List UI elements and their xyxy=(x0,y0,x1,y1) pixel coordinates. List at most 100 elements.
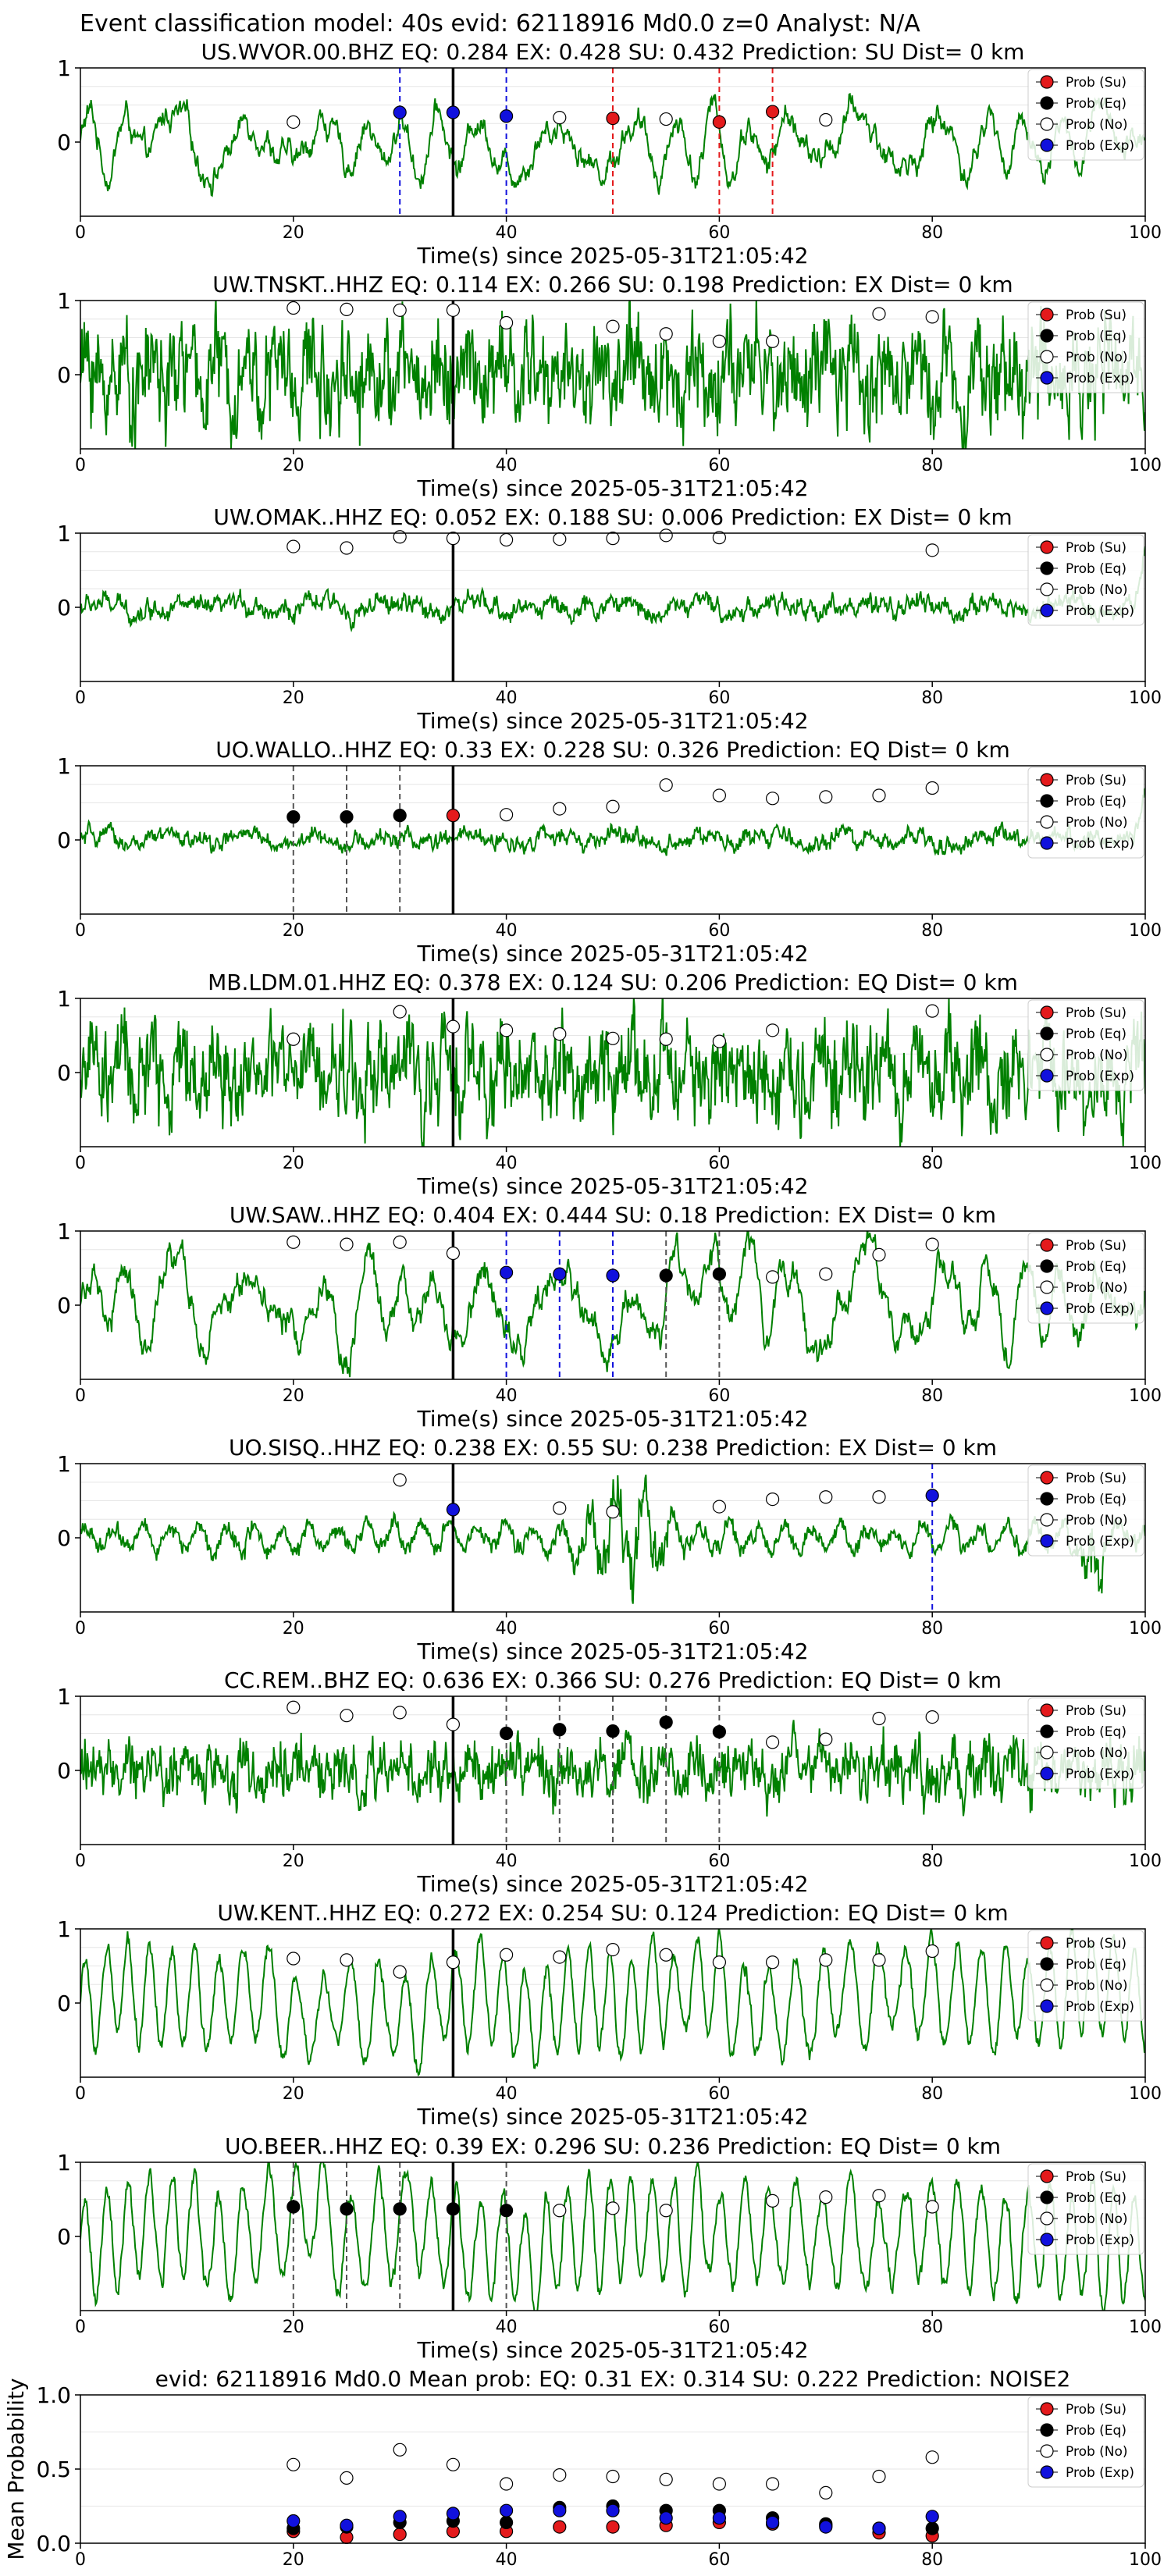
panel-10-ytick-label-0: 0 xyxy=(57,2224,71,2250)
panel-2-title: UW.TNSKT..HHZ EQ: 0.114 EX: 0.266 SU: 0.… xyxy=(212,272,1013,297)
panel-10-prob-point-8 xyxy=(765,2194,780,2208)
panel-3-legend-marker-no xyxy=(1040,582,1054,596)
panel-2-prob-point-9 xyxy=(872,307,886,321)
panel-9-prob-point-9 xyxy=(765,1955,780,1969)
panel-11-mean-point-no-12 xyxy=(925,2450,939,2464)
panel-3-legend-label-exp: Prob (Exp) xyxy=(1066,603,1134,619)
panel-1-title: US.WVOR.00.BHZ EQ: 0.284 EX: 0.428 SU: 0… xyxy=(201,39,1025,65)
panel-4-xtick-label-5: 100 xyxy=(1129,921,1162,941)
panel-7-legend-label-no: Prob (No) xyxy=(1066,1513,1128,1528)
panel-9-xtick-label-3: 60 xyxy=(708,2084,730,2104)
panel-6-prob-point-7 xyxy=(659,1268,673,1283)
panel-4-waveform xyxy=(80,788,1145,856)
panel-1-legend-box xyxy=(1027,69,1144,161)
panel-3-prob-point-5 xyxy=(553,532,567,546)
panel-7-prob-point-2 xyxy=(553,1501,567,1515)
panel-11-mean-point-su-5 xyxy=(553,2520,567,2534)
panel-4-xtick-label-3: 60 xyxy=(708,921,730,941)
panel-8-prob-point-5 xyxy=(553,1723,567,1737)
panel-3-frame xyxy=(80,532,1146,682)
panel-7-ytick-label-1: 1 xyxy=(57,1451,71,1477)
panel-8-waveform xyxy=(80,1720,1145,1817)
panel-7-legend-marker-eq xyxy=(1040,1492,1054,1506)
panel-11-mean-point-su-2 xyxy=(393,2528,407,2542)
panel-11-mean-point-exp-6 xyxy=(606,2503,620,2517)
panel-11-xtick-label-2: 40 xyxy=(496,2550,518,2570)
panel-3-legend-marker-eq xyxy=(1040,561,1054,575)
panel-6: UW.SAW..HHZ EQ: 0.404 EX: 0.444 SU: 0.18… xyxy=(57,1202,1162,1432)
panel-4: UO.WALLO..HHZ EQ: 0.33 EX: 0.228 SU: 0.3… xyxy=(57,737,1162,966)
panel-1-prob-point-0 xyxy=(287,115,301,129)
panel-5-ytick-label-0: 0 xyxy=(57,1060,71,1086)
panel-6-prob-point-6 xyxy=(606,1268,620,1283)
panel-11-mean-point-no-0 xyxy=(287,2457,301,2471)
panel-2-legend-label-eq: Prob (Eq) xyxy=(1066,329,1127,344)
panel-7-prob-point-6 xyxy=(819,1490,833,1504)
panel-1-ytick-label-1: 1 xyxy=(57,55,71,81)
panel-9-prob-point-12 xyxy=(925,1944,939,1959)
panel-10-prob-point-1 xyxy=(340,2202,354,2216)
panel-2-prob-point-5 xyxy=(606,319,620,333)
panel-4-prob-point-7 xyxy=(659,778,673,792)
panel-6-xtick-label-1: 20 xyxy=(283,1386,304,1406)
panel-2-xtick-label-3: 60 xyxy=(708,456,730,475)
panel-9-legend-label-su: Prob (Su) xyxy=(1066,1936,1127,1952)
panel-7-waveform xyxy=(80,1475,1145,1604)
panel-10-legend-marker-eq xyxy=(1040,2190,1054,2204)
panel-11-legend-box xyxy=(1027,2396,1144,2488)
panel-10-prob-point-4 xyxy=(499,2204,514,2218)
panel-6-prob-point-1 xyxy=(340,1237,354,1251)
panel-5-legend-marker-su xyxy=(1040,1005,1054,1019)
panel-3-legend-label-su: Prob (Su) xyxy=(1066,540,1127,556)
panel-8: CC.REM..BHZ EQ: 0.636 EX: 0.366 SU: 0.27… xyxy=(57,1667,1162,1897)
panel-5-prob-point-6 xyxy=(659,1032,673,1046)
panel-8-xtick-label-0: 0 xyxy=(75,1852,86,1871)
panel-11-mean-point-exp-7 xyxy=(659,2511,673,2525)
panel-7: UO.SISQ..HHZ EQ: 0.238 EX: 0.55 SU: 0.23… xyxy=(57,1435,1162,1664)
panel-10-legend-box xyxy=(1027,2163,1144,2255)
panel-10-title: UO.BEER..HHZ EQ: 0.39 EX: 0.296 SU: 0.23… xyxy=(225,2133,1001,2159)
panel-3-title: UW.OMAK..HHZ EQ: 0.052 EX: 0.188 SU: 0.0… xyxy=(213,504,1012,530)
panel-1-legend-marker-su xyxy=(1040,75,1054,89)
panel-2-legend-label-su: Prob (Su) xyxy=(1066,308,1127,323)
panel-4-legend-label-no: Prob (No) xyxy=(1066,815,1128,831)
panel-4-legend-label-exp: Prob (Exp) xyxy=(1066,836,1134,852)
panel-11-mean-point-no-1 xyxy=(340,2471,354,2485)
panel-2-xtick-label-1: 20 xyxy=(283,456,304,475)
panel-2-legend-marker-no xyxy=(1040,350,1054,364)
panel-2-prob-point-4 xyxy=(499,315,514,330)
panel-10-legend-label-exp: Prob (Exp) xyxy=(1066,2233,1134,2248)
panel-2-legend-label-no: Prob (No) xyxy=(1066,350,1128,365)
panel-8-prob-point-11 xyxy=(872,1711,886,1726)
panel-8-xtick-label-4: 80 xyxy=(921,1852,943,1871)
panel-5-title: MB.LDM.01.HHZ EQ: 0.378 EX: 0.124 SU: 0.… xyxy=(208,970,1018,995)
panel-2-prob-point-1 xyxy=(340,302,354,316)
panel-5-xtick-label-0: 0 xyxy=(75,1154,86,1173)
panel-8-legend-label-no: Prob (No) xyxy=(1066,1745,1128,1761)
panel-11-mean-point-no-6 xyxy=(606,2469,620,2484)
panel-11-mean-point-no-10 xyxy=(819,2485,833,2500)
panel-6-legend-label-no: Prob (No) xyxy=(1066,1280,1128,1296)
panel-11-legend-marker-exp xyxy=(1040,2465,1054,2479)
panel-10-frame xyxy=(80,2161,1146,2311)
panel-6-prob-point-5 xyxy=(553,1267,567,1281)
panel-5-prob-point-9 xyxy=(925,1004,939,1018)
panel-2-legend-marker-eq xyxy=(1040,329,1054,343)
panel-10-legend-marker-su xyxy=(1040,2169,1054,2183)
panel-2-xtick-label-2: 40 xyxy=(496,456,518,475)
panel-5-xtick-label-3: 60 xyxy=(708,1154,730,1173)
panel-8-prob-point-7 xyxy=(659,1715,673,1729)
panel-1-prob-point-4 xyxy=(553,111,567,125)
panel-2-xlabel: Time(s) since 2025-05-31T21:05:42 xyxy=(416,475,808,501)
panel-5-xtick-label-4: 80 xyxy=(921,1154,943,1173)
panel-11-mean-point-exp-12 xyxy=(925,2510,939,2524)
panel-5-xtick-label-2: 40 xyxy=(496,1154,518,1173)
panel-4-prob-point-0 xyxy=(287,809,301,824)
panel-10-prob-point-9 xyxy=(819,2190,833,2204)
panel-5-legend-label-exp: Prob (Exp) xyxy=(1066,1069,1134,1084)
panel-11-xtick-label-3: 60 xyxy=(708,2550,730,2570)
panel-9: UW.KENT..HHZ EQ: 0.272 EX: 0.254 SU: 0.1… xyxy=(57,1900,1162,2129)
panel-6-legend-label-su: Prob (Su) xyxy=(1066,1238,1127,1254)
panel-11-mean-point-exp-11 xyxy=(872,2521,886,2535)
panel-7-xtick-label-2: 40 xyxy=(496,1619,518,1638)
